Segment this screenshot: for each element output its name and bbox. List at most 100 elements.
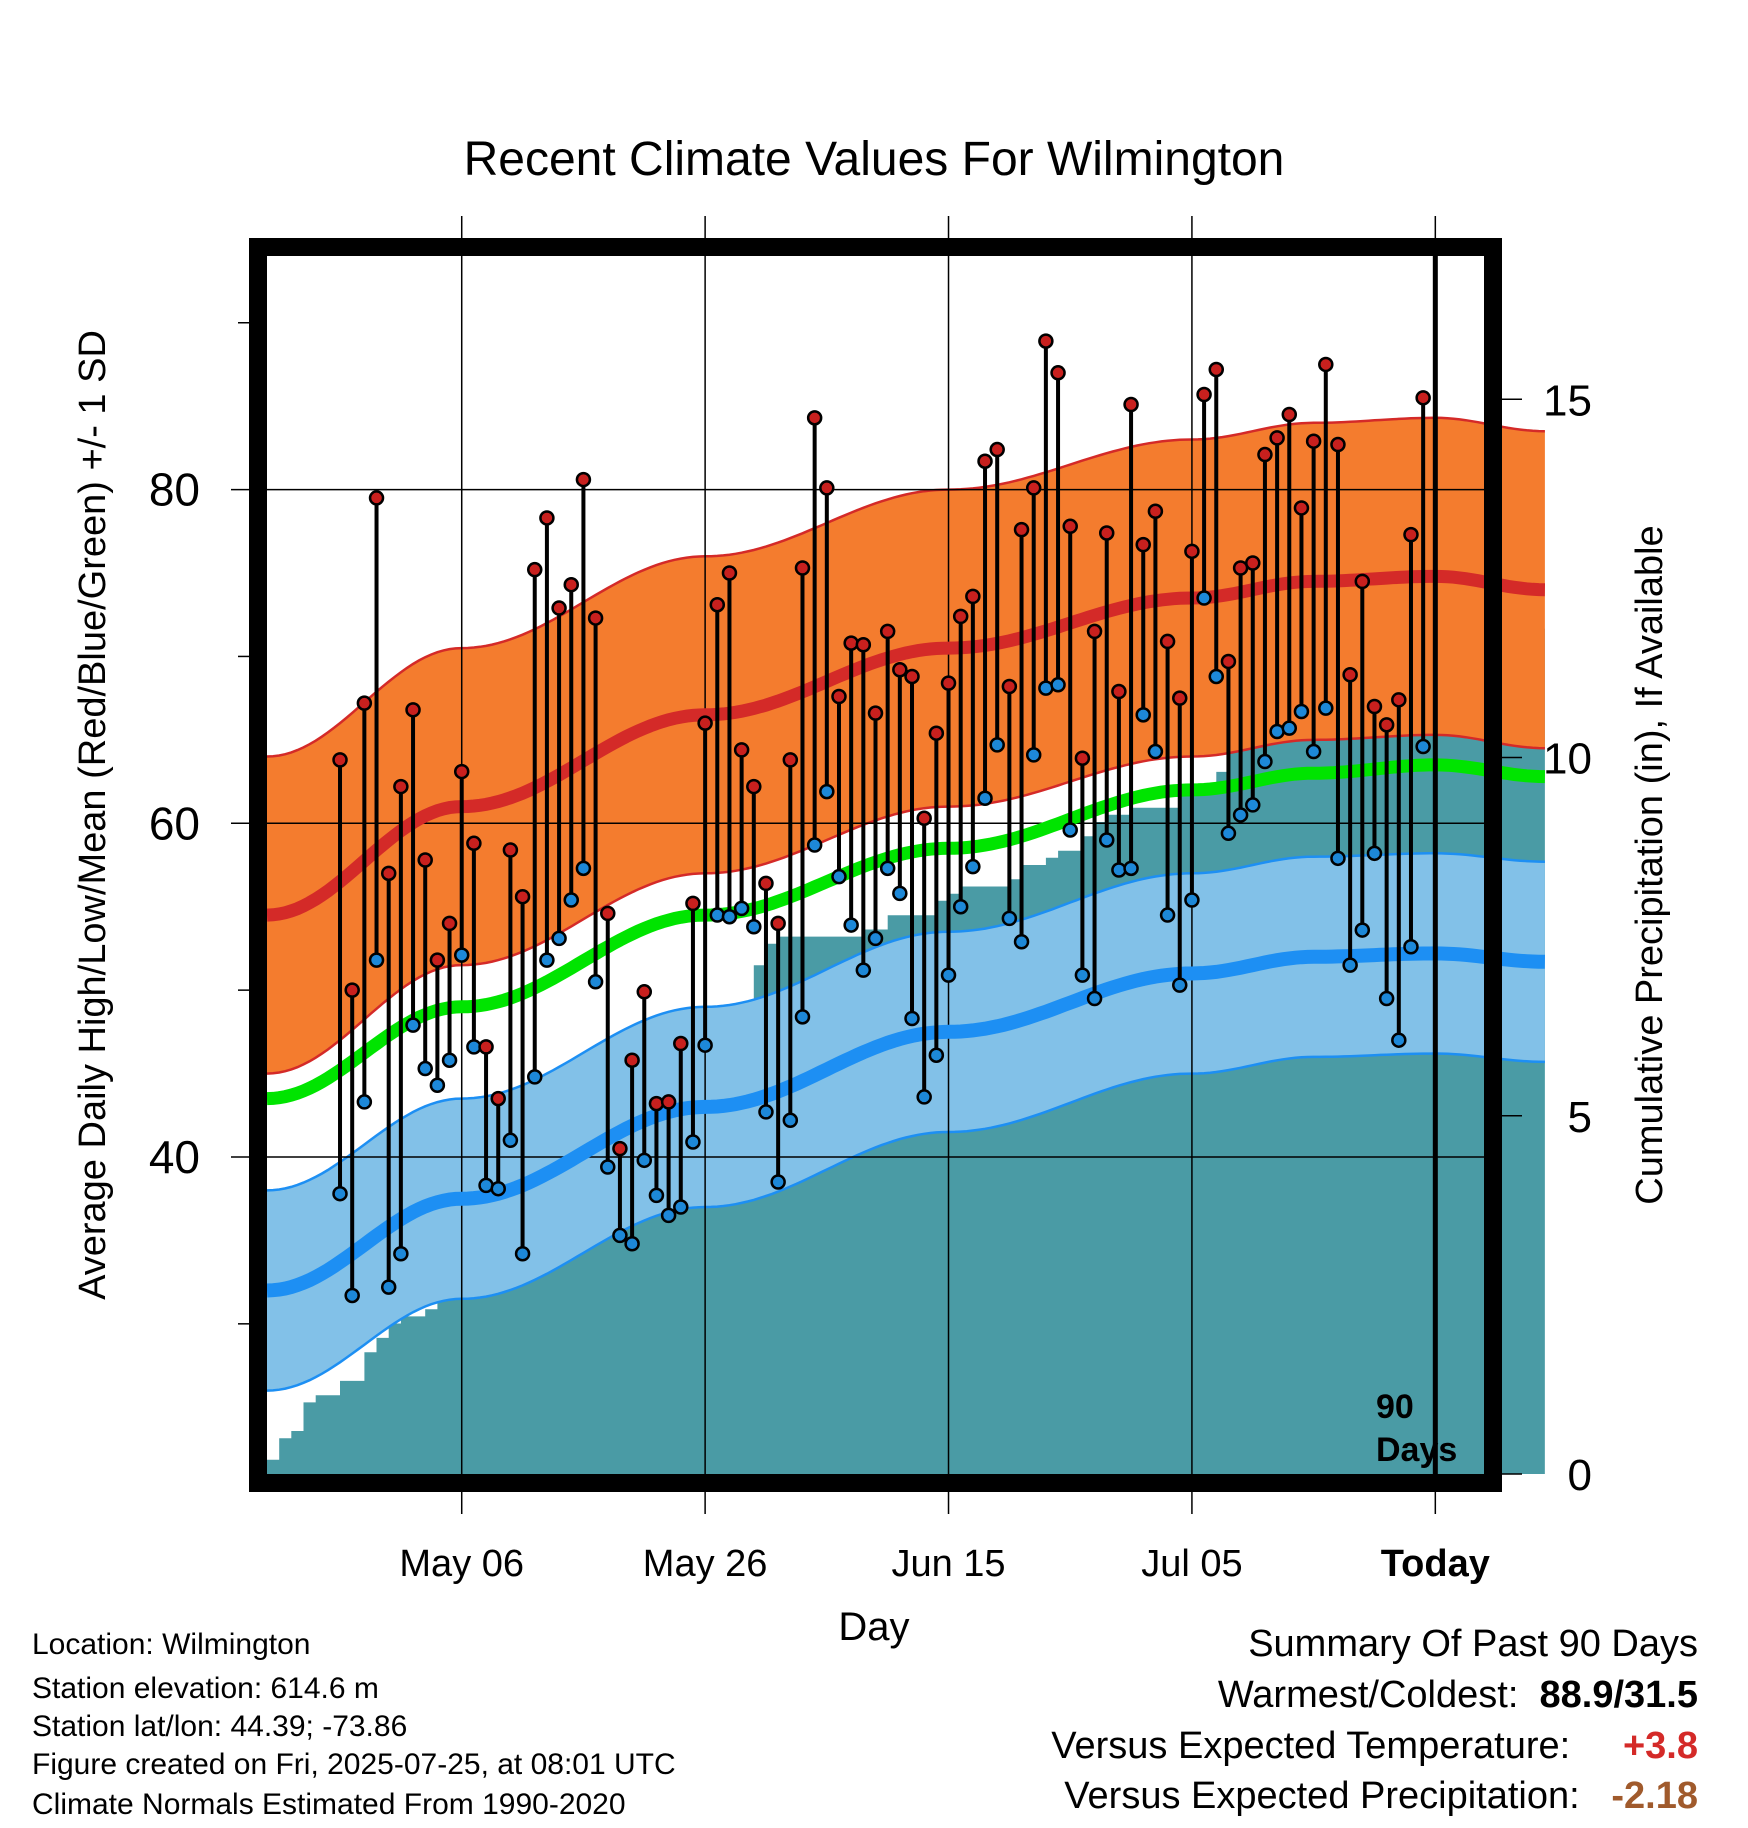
daily-low-dot-55 xyxy=(1001,910,1018,927)
daily-high-dot-79 xyxy=(1293,500,1310,516)
daily-low-dot-40 xyxy=(819,783,835,800)
daily-low-dot-19 xyxy=(563,892,579,908)
y-right-tick-label-1: 5 xyxy=(1568,1093,1592,1142)
daily-high-dot-11 xyxy=(466,835,482,852)
info-location: Location: Wilmington xyxy=(32,1628,311,1661)
daily-low-dot-52 xyxy=(965,858,981,875)
daily-low-dot-82 xyxy=(1330,850,1346,867)
daily-high-dot-69 xyxy=(1172,690,1188,706)
y-left-tick-label-0: 40 xyxy=(149,1131,200,1183)
axes: May 06 May 26 Jun 15 Jul 05 Today 40 60 80 0 5 10 1… xyxy=(149,216,1592,1585)
daily-high-dot-88 xyxy=(1403,526,1419,543)
daily-high-dot-2 xyxy=(356,695,373,711)
daily-high-dot-1 xyxy=(344,982,360,998)
normal-high-line xyxy=(266,569,1546,922)
daily-low-dot-25 xyxy=(636,1152,653,1169)
daily-low-dot-76 xyxy=(1257,753,1273,770)
info-latlon: Station lat/lon: 44.39; -73.86 xyxy=(32,1710,408,1743)
daily-high-dot-46 xyxy=(892,662,908,678)
daily-low-dot-89 xyxy=(1415,738,1431,755)
y-left-tick-label-1: 60 xyxy=(149,797,200,849)
daily-low-dot-9 xyxy=(441,1052,458,1068)
summary-heading: Summary Of Past 90 Days xyxy=(1248,1623,1698,1665)
daily-high-dot-85 xyxy=(1366,698,1383,715)
daily-low-dot-13 xyxy=(490,1180,506,1197)
daily-high-dot-50 xyxy=(940,675,957,691)
summary-warm-cold-value: 88.9/31.5 xyxy=(1539,1674,1698,1716)
daily-low-dot-64 xyxy=(1111,862,1127,878)
daily-high-dot-57 xyxy=(1025,480,1042,496)
daily-high-dot-6 xyxy=(405,702,421,718)
low-band-lower-edge xyxy=(266,1052,1545,1392)
daily-high-dot-32 xyxy=(721,565,738,581)
daily-high-dot-21 xyxy=(587,610,604,626)
daily-low-dot-71 xyxy=(1196,590,1212,606)
daily-high-dot-44 xyxy=(867,705,884,721)
daily-high-dot-23 xyxy=(612,1140,628,1157)
daily-high-dot-63 xyxy=(1098,525,1115,541)
daily-low-dot-72 xyxy=(1208,668,1225,685)
daily-high-dot-61 xyxy=(1074,750,1091,766)
daily-high-dot-30 xyxy=(697,715,713,731)
daily-high-dot-4 xyxy=(380,865,397,882)
daily-low-dot-63 xyxy=(1098,832,1115,848)
daily-high-dot-18 xyxy=(551,600,567,616)
high-band-lower-edge xyxy=(266,733,1545,1075)
daily-low-dot-47 xyxy=(904,1010,920,1027)
chart-title: Recent Climate Values For Wilmington xyxy=(464,133,1285,186)
daily-low-dot-54 xyxy=(989,737,1005,753)
daily-high-dot-48 xyxy=(916,810,932,827)
daily-high-dot-54 xyxy=(989,441,1005,458)
daily-high-dot-45 xyxy=(879,623,896,640)
daily-high-dot-8 xyxy=(429,952,446,968)
daily-low-dot-30 xyxy=(697,1037,713,1053)
x-tick-label-3: Jul 05 xyxy=(1141,1543,1242,1585)
daily-low-dot-79 xyxy=(1293,703,1310,720)
daily-low-dot-42 xyxy=(843,917,859,933)
daily-high-dot-52 xyxy=(965,588,981,605)
daily-high-dot-40 xyxy=(819,480,835,496)
daily-low-dot-86 xyxy=(1378,990,1395,1007)
daily-dots xyxy=(332,333,1431,1304)
daily-high-dot-35 xyxy=(758,875,774,892)
normal-mean-line xyxy=(266,758,1546,1106)
daily-low-dot-6 xyxy=(405,1017,421,1033)
daily-high-dot-29 xyxy=(685,895,701,912)
daily-high-dot-83 xyxy=(1342,667,1358,683)
daily-low-dot-28 xyxy=(673,1199,689,1215)
summary-precip-value: -2.18 xyxy=(1611,1775,1698,1817)
daily-low-dot-60 xyxy=(1062,822,1078,838)
daily-high-dot-75 xyxy=(1245,555,1261,571)
summary-precip-label: Versus Expected Precipitation: xyxy=(1064,1775,1580,1817)
daily-low-dot-2 xyxy=(356,1094,373,1110)
daily-high-dot-66 xyxy=(1135,536,1151,553)
y-right-tick-label-2: 10 xyxy=(1543,735,1592,784)
daily-high-dot-77 xyxy=(1269,430,1285,446)
daily-low-dot-21 xyxy=(587,974,604,990)
daily-low-dot-46 xyxy=(892,885,908,902)
daily-high-dot-22 xyxy=(600,905,616,922)
daily-high-dot-51 xyxy=(952,608,969,625)
summary-warm-cold: Warmest/Coldest: 88.9/31.5 xyxy=(1218,1675,1698,1715)
y-right-tick-label-0: 0 xyxy=(1568,1451,1592,1500)
daily-low-dot-83 xyxy=(1342,957,1358,973)
daily-low-dot-51 xyxy=(952,898,969,915)
daily-low-dot-0 xyxy=(332,1185,348,1202)
daily-high-dot-42 xyxy=(843,635,859,651)
daily-low-dot-59 xyxy=(1050,677,1066,693)
summary-temp: Versus Expected Temperature: +3.8 xyxy=(1051,1726,1698,1766)
daily-high-dot-71 xyxy=(1196,386,1212,403)
daily-high-dot-78 xyxy=(1281,406,1298,423)
daily-low-dot-66 xyxy=(1135,707,1151,723)
x-tick-label-2: Jun 15 xyxy=(891,1543,1005,1585)
daily-high-dot-89 xyxy=(1415,390,1431,406)
daily-high-dot-41 xyxy=(831,688,847,705)
daily-high-dot-64 xyxy=(1111,683,1127,700)
daily-high-dot-28 xyxy=(673,1035,689,1052)
daily-high-dot-53 xyxy=(977,453,993,469)
daily-high-dot-16 xyxy=(526,561,543,578)
daily-low-dot-43 xyxy=(855,962,872,978)
daily-high-dot-27 xyxy=(660,1094,677,1110)
daily-high-dot-70 xyxy=(1184,543,1200,560)
